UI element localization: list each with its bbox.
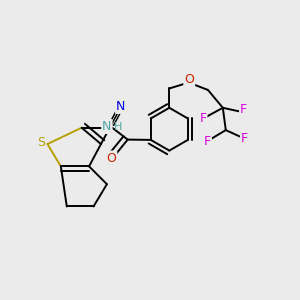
Text: F: F (241, 132, 248, 145)
Text: N: N (102, 120, 112, 133)
Text: F: F (204, 135, 211, 148)
Text: S: S (37, 136, 45, 149)
Text: O: O (106, 152, 116, 164)
Text: O: O (184, 73, 194, 86)
Text: F: F (199, 112, 206, 125)
Text: H: H (114, 122, 123, 131)
Text: N: N (116, 100, 125, 113)
Text: F: F (240, 103, 247, 116)
